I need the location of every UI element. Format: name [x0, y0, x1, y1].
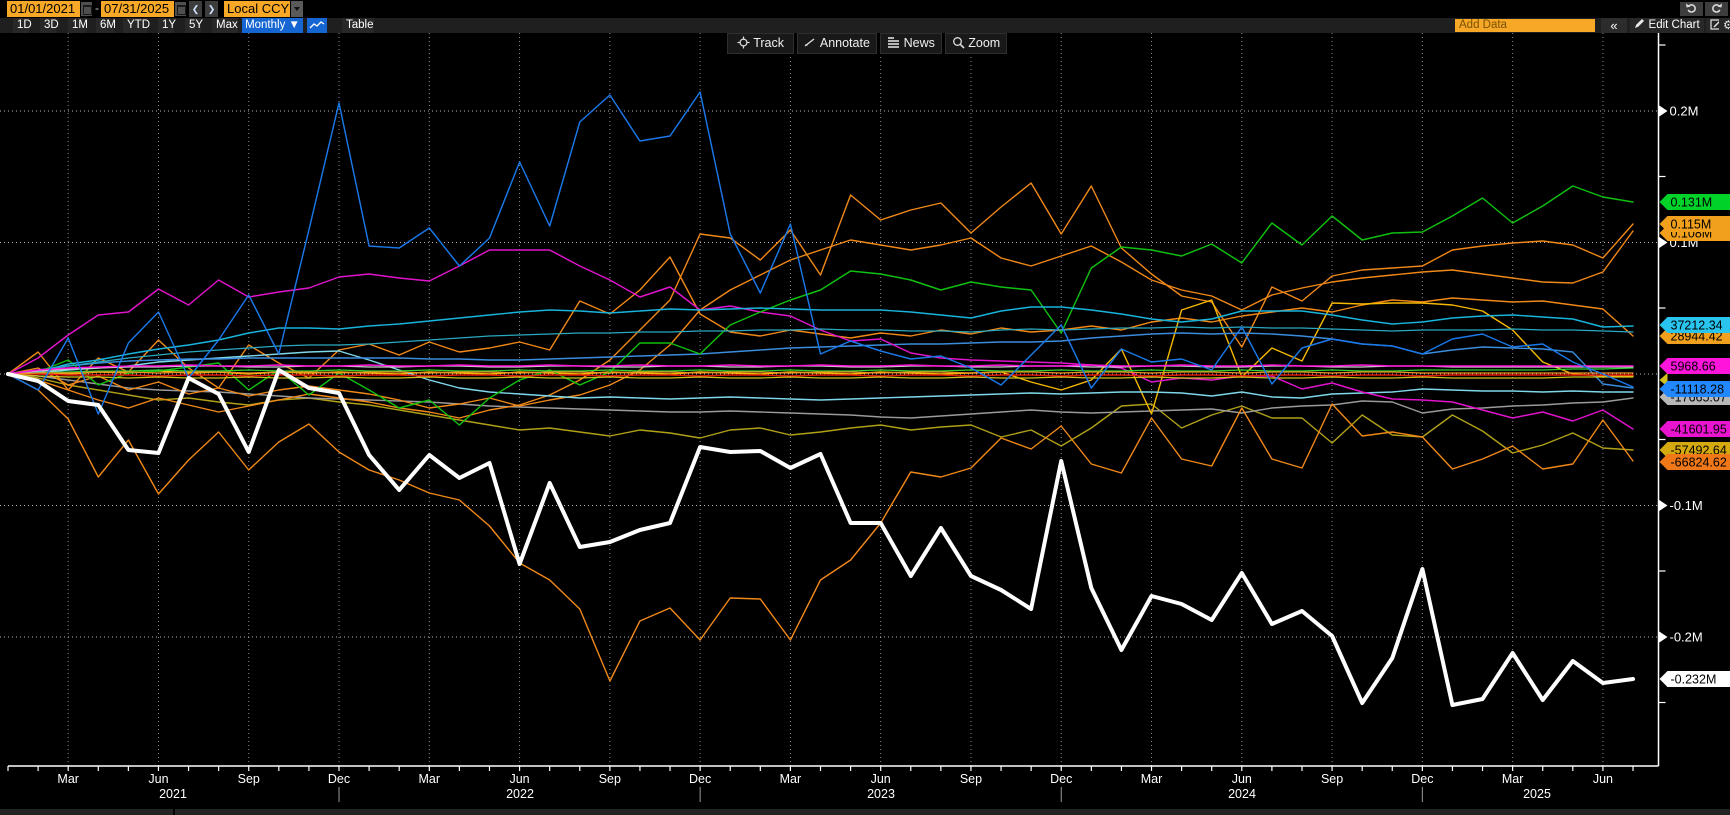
svg-text:Sep: Sep: [1321, 772, 1343, 786]
svg-text:5968.66: 5968.66: [1671, 360, 1716, 374]
svg-text:2024: 2024: [1228, 787, 1256, 801]
svg-text:2023: 2023: [867, 787, 895, 801]
svg-text:2021: 2021: [159, 787, 187, 801]
svg-text:-0.2M: -0.2M: [1670, 630, 1703, 645]
svg-text:2022: 2022: [506, 787, 534, 801]
svg-text:Jun: Jun: [148, 772, 168, 786]
svg-text:-11118.28: -11118.28: [1671, 383, 1725, 397]
svg-text:Mar: Mar: [419, 772, 441, 786]
svg-text:Dec: Dec: [689, 772, 711, 786]
svg-text:0.2M: 0.2M: [1670, 104, 1699, 119]
svg-text:Mar: Mar: [57, 772, 79, 786]
svg-text:Jun: Jun: [871, 772, 891, 786]
svg-text:37212.34: 37212.34: [1671, 319, 1723, 333]
svg-text:Dec: Dec: [1411, 772, 1433, 786]
svg-text:Sep: Sep: [960, 772, 982, 786]
svg-text:0.131M: 0.131M: [1671, 196, 1713, 210]
svg-text:Mar: Mar: [1141, 772, 1163, 786]
svg-text:0.115M: 0.115M: [1671, 218, 1712, 232]
svg-text:-0.1M: -0.1M: [1670, 498, 1703, 513]
svg-text:Jun: Jun: [1593, 772, 1613, 786]
svg-text:Jun: Jun: [1232, 772, 1252, 786]
svg-text:Dec: Dec: [1050, 772, 1072, 786]
svg-text:Jun: Jun: [509, 772, 529, 786]
svg-text:2025: 2025: [1523, 787, 1551, 801]
svg-text:Sep: Sep: [599, 772, 621, 786]
svg-text:-0.232M: -0.232M: [1671, 673, 1717, 687]
svg-text:-41601.95: -41601.95: [1671, 423, 1727, 437]
svg-text:Dec: Dec: [328, 772, 350, 786]
svg-text:Mar: Mar: [780, 772, 802, 786]
svg-text:-66824.62: -66824.62: [1671, 456, 1727, 470]
svg-text:Sep: Sep: [238, 772, 260, 786]
svg-text:Mar: Mar: [1502, 772, 1524, 786]
